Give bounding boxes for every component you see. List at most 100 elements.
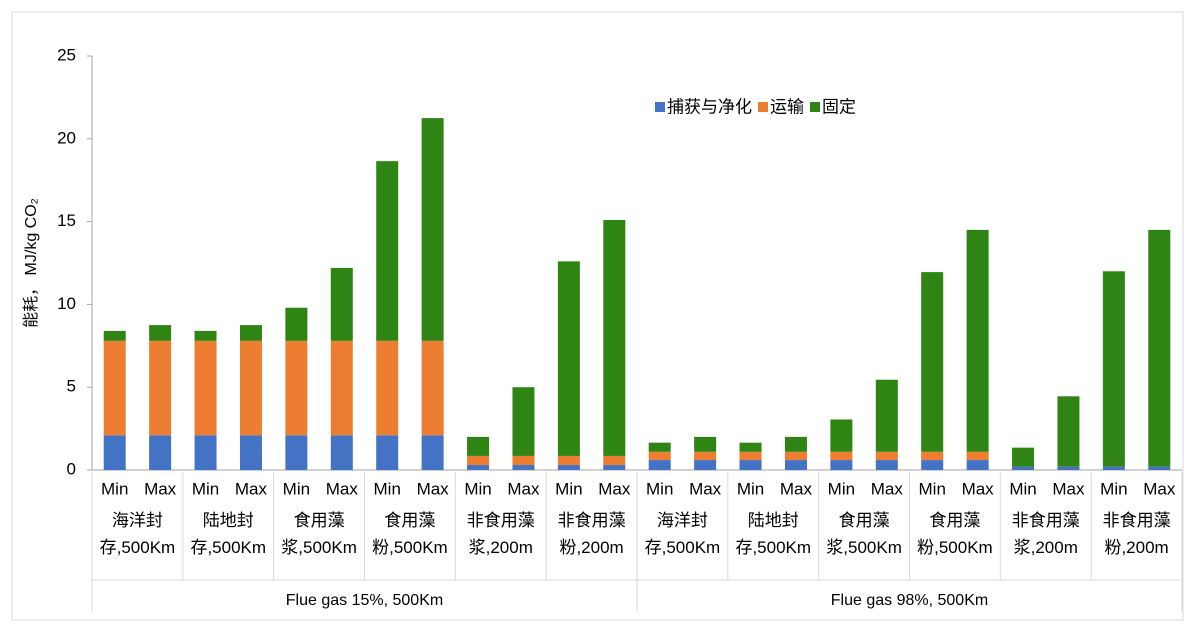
- bar-segment: [557, 465, 580, 470]
- bar-segment: [149, 435, 172, 470]
- bar-segment: [376, 435, 399, 470]
- x-tick-label: Min: [464, 479, 491, 498]
- bar-segment: [421, 435, 444, 470]
- x-tick-label: Min: [737, 479, 764, 498]
- y-tick-label: 25: [57, 45, 76, 64]
- bar-segment: [966, 460, 989, 470]
- bar-segment: [1148, 229, 1171, 467]
- bar-segment: [739, 460, 762, 470]
- x-tick-label: Max: [1143, 479, 1176, 498]
- group-label: 食用藻浆,500Km: [826, 511, 902, 557]
- legend-label: 运输: [770, 97, 804, 116]
- supergroup-label: Flue gas 98%, 500Km: [831, 592, 988, 609]
- bar-segment: [467, 465, 490, 470]
- bar-segment: [376, 340, 399, 436]
- x-tick-label: Max: [780, 479, 813, 498]
- group-label: 非食用藻浆,200m: [1012, 511, 1080, 557]
- x-tick-label: Min: [283, 479, 310, 498]
- bar-segment: [694, 436, 717, 452]
- bar-segment: [103, 330, 126, 341]
- group-label: 海洋封存,500Km: [645, 511, 721, 557]
- bar-segment: [512, 455, 535, 466]
- y-tick-label: 20: [57, 128, 76, 147]
- group-label: 食用藻粉,500Km: [917, 511, 993, 557]
- x-tick-label: Max: [689, 479, 722, 498]
- x-tick-label: Max: [507, 479, 540, 498]
- bar-segment: [694, 460, 717, 470]
- bar-segment: [875, 379, 898, 452]
- x-tick-label: Max: [1052, 479, 1085, 498]
- bar-segment: [557, 455, 580, 466]
- group-label: 非食用藻粉,200m: [1103, 511, 1171, 557]
- x-tick-label: Max: [144, 479, 177, 498]
- bar-segment: [467, 455, 490, 466]
- bar-segment: [194, 330, 217, 341]
- bar-segment: [739, 451, 762, 461]
- bar-segment: [921, 272, 944, 452]
- x-tick-label: Min: [101, 479, 128, 498]
- bar-segment: [103, 435, 126, 470]
- y-tick-label: 0: [67, 459, 76, 478]
- bar-segment: [330, 267, 353, 341]
- group-label: 陆地封存,500Km: [735, 511, 811, 557]
- bar-segment: [603, 465, 626, 470]
- x-tick-label: Max: [235, 479, 268, 498]
- bar-segment: [1057, 466, 1080, 470]
- bar-segment: [149, 325, 172, 341]
- bar-segment: [285, 340, 308, 436]
- bar-segment: [648, 442, 671, 452]
- bar-segment: [784, 436, 807, 452]
- supergroup-label: Flue gas 15%, 500Km: [286, 592, 443, 609]
- x-tick-label: Min: [374, 479, 401, 498]
- bar-segment: [830, 451, 853, 461]
- bar-segment: [603, 455, 626, 466]
- x-tick-label: Min: [555, 479, 582, 498]
- bar-segment: [467, 436, 490, 456]
- x-tick-label: Min: [646, 479, 673, 498]
- legend-swatch: [810, 102, 820, 112]
- bar-segment: [966, 451, 989, 461]
- bar-segment: [512, 465, 535, 470]
- legend-label: 捕获与净化: [667, 97, 752, 116]
- bar-segment: [330, 340, 353, 436]
- bar-segment: [739, 442, 762, 452]
- bar-segment: [194, 340, 217, 436]
- x-tick-label: Max: [962, 479, 995, 498]
- bar-segment: [1102, 466, 1125, 470]
- bar-segment: [376, 161, 399, 341]
- x-tick-label: Min: [1009, 479, 1036, 498]
- bar-segment: [875, 451, 898, 461]
- bar-segment: [1057, 396, 1080, 467]
- bar-segment: [784, 460, 807, 470]
- bar-segment: [921, 460, 944, 470]
- bar-segment: [512, 387, 535, 456]
- bar-segment: [330, 435, 353, 470]
- bar-segment: [830, 460, 853, 470]
- bar-segment: [421, 118, 444, 341]
- y-tick-label: 5: [67, 377, 76, 396]
- bar-segment: [149, 340, 172, 436]
- bar-segment: [784, 451, 807, 461]
- bar-segment: [1012, 447, 1035, 467]
- bar-segment: [239, 325, 262, 341]
- bar-segment: [285, 435, 308, 470]
- bar-segment: [421, 340, 444, 436]
- bar-segment: [875, 460, 898, 470]
- bar-segment: [239, 435, 262, 470]
- group-label: 陆地封存,500Km: [190, 511, 266, 557]
- bar-segment: [239, 340, 262, 436]
- bar-segment: [557, 261, 580, 456]
- bar-segment: [830, 419, 853, 452]
- x-tick-label: Max: [598, 479, 631, 498]
- bar-segment: [694, 451, 717, 461]
- y-tick-label: 15: [57, 211, 76, 230]
- bar-segment: [648, 460, 671, 470]
- bar-segment: [194, 435, 217, 470]
- group-label: 食用藻浆,500Km: [281, 511, 357, 557]
- x-tick-label: Max: [871, 479, 904, 498]
- bar-segment: [1012, 466, 1035, 470]
- group-label: 食用藻粉,500Km: [372, 511, 448, 557]
- group-label: 非食用藻粉,200m: [558, 511, 626, 557]
- bar-segment: [603, 219, 626, 456]
